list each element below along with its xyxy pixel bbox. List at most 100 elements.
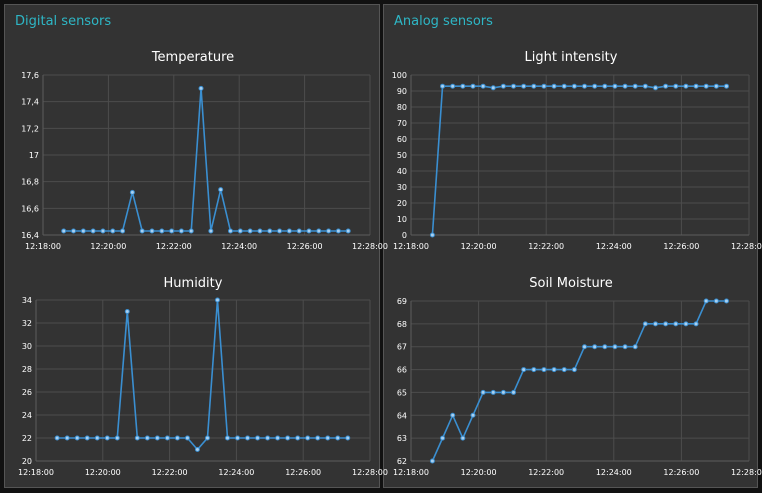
y-tick-label: 69: [397, 297, 407, 306]
data-point: [198, 85, 204, 91]
y-tick-label: 17,4: [21, 98, 39, 107]
x-tick-label: 12:28:00: [731, 468, 762, 477]
y-tick-label: 24: [22, 411, 32, 420]
data-point: [335, 435, 341, 441]
data-point: [84, 435, 90, 441]
y-tick-label: 68: [397, 320, 407, 329]
x-tick-label: 12:18:00: [18, 468, 54, 477]
data-point: [592, 344, 598, 350]
x-tick-label: 12:22:00: [156, 242, 192, 251]
data-point: [632, 344, 638, 350]
y-tick-label: 70: [397, 119, 407, 128]
y-tick-label: 16,4: [21, 231, 39, 240]
data-point: [255, 435, 261, 441]
data-point: [531, 83, 537, 89]
y-tick-label: 50: [397, 151, 407, 160]
x-tick-label: 12:26:00: [663, 242, 699, 251]
data-point: [149, 228, 155, 234]
data-point: [571, 367, 577, 373]
data-point: [235, 435, 241, 441]
y-tick-label: 40: [397, 167, 407, 176]
y-tick-label: 30: [22, 342, 32, 351]
data-point: [642, 83, 648, 89]
data-point: [511, 389, 517, 395]
y-tick-label: 26: [22, 388, 32, 397]
y-tick-label: 34: [22, 296, 32, 305]
data-point: [470, 83, 476, 89]
data-point: [169, 228, 175, 234]
data-point: [460, 435, 466, 441]
data-point: [295, 435, 301, 441]
data-point: [470, 412, 476, 418]
y-tick-label: 67: [397, 343, 407, 352]
data-point: [652, 85, 658, 91]
data-point: [602, 344, 608, 350]
data-point: [100, 228, 106, 234]
data-point: [325, 435, 331, 441]
data-point: [178, 228, 184, 234]
data-point: [480, 389, 486, 395]
y-tick-label: 66: [397, 366, 407, 375]
data-point: [315, 435, 321, 441]
data-point: [296, 228, 302, 234]
x-tick-label: 12:28:00: [352, 242, 388, 251]
data-point: [622, 344, 628, 350]
y-tick-label: 30: [397, 183, 407, 192]
data-point: [693, 321, 699, 327]
data-point: [335, 228, 341, 234]
data-point: [144, 435, 150, 441]
series-line: [431, 300, 727, 462]
x-tick-label: 12:26:00: [287, 242, 323, 251]
data-point: [164, 435, 170, 441]
data-point: [703, 83, 709, 89]
data-point: [642, 321, 648, 327]
y-tick-label: 32: [22, 319, 32, 328]
y-tick-label: 22: [22, 434, 32, 443]
data-point: [245, 435, 251, 441]
data-point: [582, 83, 588, 89]
y-tick-label: 65: [397, 388, 407, 397]
y-tick-label: 28: [22, 365, 32, 374]
y-tick-label: 60: [397, 135, 407, 144]
data-point: [286, 228, 292, 234]
data-point: [275, 435, 281, 441]
data-point: [306, 228, 312, 234]
x-tick-label: 12:24:00: [596, 242, 632, 251]
data-point: [450, 412, 456, 418]
data-point: [551, 83, 557, 89]
data-point: [429, 458, 435, 464]
data-point: [345, 435, 351, 441]
group-title-analog: Analog sensors: [394, 14, 493, 29]
data-point: [429, 232, 435, 238]
x-tick-label: 12:20:00: [461, 468, 497, 477]
data-point: [139, 228, 145, 234]
y-tick-label: 20: [397, 199, 407, 208]
data-point: [480, 83, 486, 89]
x-tick-label: 12:24:00: [596, 468, 632, 477]
data-point: [134, 435, 140, 441]
y-tick-label: 100: [392, 71, 407, 80]
x-tick-label: 12:28:00: [731, 242, 762, 251]
data-point: [490, 85, 496, 91]
y-tick-label: 17: [29, 151, 39, 160]
data-point: [612, 344, 618, 350]
data-point: [602, 83, 608, 89]
chart-title: Light intensity: [525, 50, 618, 65]
data-point: [541, 83, 547, 89]
data-point: [663, 321, 669, 327]
data-point: [224, 435, 230, 441]
data-point: [571, 83, 577, 89]
y-tick-label: 17,6: [21, 71, 39, 80]
data-point: [227, 228, 233, 234]
x-tick-label: 12:22:00: [528, 468, 564, 477]
x-tick-label: 12:24:00: [218, 468, 254, 477]
x-tick-label: 12:18:00: [393, 468, 429, 477]
data-point: [460, 83, 466, 89]
data-point: [257, 228, 263, 234]
data-point: [592, 83, 598, 89]
data-point: [551, 367, 557, 373]
data-point: [154, 435, 160, 441]
data-point: [582, 344, 588, 350]
data-point: [64, 435, 70, 441]
